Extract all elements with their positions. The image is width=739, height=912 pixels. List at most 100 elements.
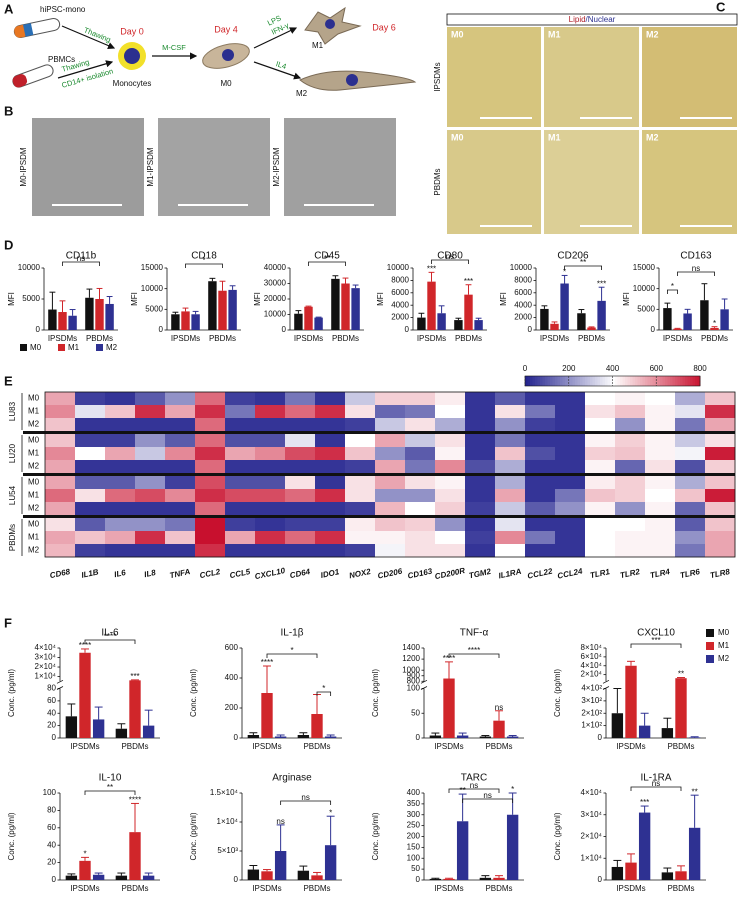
heatmap-cell [45, 518, 76, 532]
vial [13, 17, 61, 39]
bar [92, 874, 105, 880]
heatmap-cell [105, 434, 136, 448]
y-tick-label: 1200 [402, 654, 420, 663]
bar [429, 735, 442, 738]
heatmap-cell [495, 405, 526, 419]
row-label: M2 [28, 462, 40, 471]
heatmap-cell [525, 476, 556, 490]
bar [297, 870, 310, 880]
bar [673, 328, 682, 330]
significance-bracket [316, 691, 332, 696]
source-label: PBMCs [48, 55, 75, 64]
heatmap-cell [645, 434, 676, 448]
bar [311, 714, 323, 738]
y-tick-label: 2×10² [581, 708, 602, 717]
heatmap-cell [615, 531, 646, 545]
heatmap-cell [105, 489, 136, 503]
x-tick-label: IPSDMs [434, 742, 463, 751]
y-tick-label: 0 [416, 875, 421, 884]
colorbar-segment [615, 376, 618, 386]
heatmap-cell [435, 544, 466, 558]
heatmap-cell [705, 434, 736, 448]
heatmap-cell [465, 392, 496, 406]
colorbar-segment [547, 376, 551, 386]
chart-title: CD80 [437, 251, 463, 262]
bar [341, 283, 350, 330]
heatmap-frame [44, 391, 736, 558]
row-label: M2 [28, 504, 40, 513]
heatmap-cell [555, 476, 586, 490]
column-label: IL1B [81, 567, 100, 579]
significance-bracket [448, 653, 500, 658]
cell-label: M2 [296, 89, 308, 98]
image-label: M2-IPSDM [272, 147, 281, 186]
significance-label: *** [464, 277, 473, 286]
column-label: TLR4 [649, 567, 671, 580]
colorbar-segment [575, 376, 578, 386]
bar [456, 821, 469, 880]
y-tick-label: 80 [47, 806, 56, 815]
column-label: M0 [451, 132, 464, 142]
heatmap-cell [195, 434, 226, 448]
heatmap-cell [195, 447, 226, 461]
y-tick-label: 150 [407, 842, 421, 851]
heatmap-cell [495, 489, 526, 503]
heatmap-cell [75, 392, 106, 406]
y-axis-label: Conc. (pg/ml) [553, 669, 562, 717]
significance-label: ns [470, 781, 478, 790]
x-tick-label: PBDMs [701, 334, 728, 343]
colorbar-segment [632, 376, 636, 386]
y-tick-label: 0 [36, 325, 41, 334]
legend-label: M1 [68, 343, 80, 352]
heatmap-cell [375, 447, 406, 461]
heatmap-cell [705, 418, 736, 432]
bar [311, 875, 323, 880]
column-label: CCL24 [557, 566, 584, 580]
bar [191, 314, 200, 330]
heatmap-cell [465, 489, 496, 503]
bar [351, 288, 360, 330]
legend-label: M0 [30, 343, 42, 352]
heatmap-cell [165, 392, 196, 406]
bar [683, 313, 692, 330]
colorbar-segment [677, 376, 681, 386]
significance-label: ns [652, 779, 660, 788]
heatmap-cell [435, 489, 466, 503]
y-tick-label: 0 [651, 325, 656, 334]
colorbar-segment [675, 376, 678, 386]
y-tick-label: 6000 [514, 288, 532, 297]
y-tick-label: 5000 [637, 304, 655, 313]
stain-lipid: Lipid [569, 15, 586, 24]
chart-title: CD206 [557, 251, 589, 262]
heatmap-cell [75, 434, 106, 448]
heatmap-cell [315, 418, 346, 432]
x-tick-label: PBDMs [121, 742, 148, 751]
bar [129, 832, 141, 880]
colorbar-segment [550, 376, 553, 386]
y-tick-label: 4000 [514, 300, 532, 309]
column-label: M0 [451, 29, 464, 39]
colorbar-segment [635, 376, 638, 386]
x-tick-label: IPSDMs [616, 742, 645, 751]
heatmap-cell [225, 460, 256, 474]
heatmap-cell [45, 489, 76, 503]
chart-title: IL-6 [101, 628, 119, 639]
significance-label: ** [460, 786, 466, 795]
heatmap-cell [585, 531, 616, 545]
significance-bracket [185, 263, 223, 268]
y-tick-label: 40000 [264, 263, 287, 272]
colorbar-segment [592, 376, 596, 386]
colorbar-tick-label: 200 [562, 364, 576, 373]
y-tick-label: 2×10⁴ [35, 662, 57, 671]
colorbar-segment [557, 376, 561, 386]
heatmap-cell [495, 392, 526, 406]
heatmap-cell [465, 544, 496, 558]
column-label: CD206 [377, 567, 404, 581]
heatmap-cell [135, 518, 166, 532]
heatmap-cell [165, 460, 196, 474]
heatmap-cell [645, 460, 676, 474]
bar [625, 862, 637, 880]
significance-label: ns [77, 254, 85, 263]
heatmap-cell [555, 405, 586, 419]
y-tick-label: 5000 [145, 304, 163, 313]
